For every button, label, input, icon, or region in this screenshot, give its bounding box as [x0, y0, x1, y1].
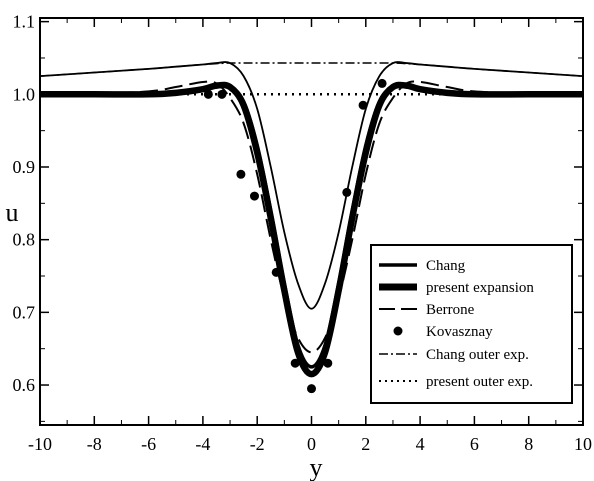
x-tick-label-9: 8 [524, 434, 533, 454]
series-line-5 [39, 62, 584, 77]
legend-marker-kovasznay [393, 326, 403, 336]
y-ticks: 0.6 0.7 0.8 0.9 1.0 1.1 [13, 12, 583, 422]
data-point-3-7 [323, 358, 333, 368]
series-line-1 [39, 81, 583, 378]
legend-label-berrone: Berrone [426, 302, 475, 318]
legend-label-chang-outer: Chang outer exp. [426, 347, 529, 363]
x-tick-label-4: -2 [250, 434, 265, 454]
legend-label-kovasznay: Kovasznay [426, 324, 493, 340]
x-tick-label-7: 4 [416, 434, 425, 454]
legend-label-chang: Chang [426, 258, 466, 274]
y-tick-label-3: 0.9 [13, 157, 36, 177]
y-tick-label-0: 0.6 [13, 375, 36, 395]
data-point-3-9 [358, 100, 368, 110]
x-tick-label-8: 6 [470, 434, 479, 454]
x-tick-label-0: -10 [28, 434, 52, 454]
legend-box [370, 244, 573, 404]
x-tick-label-5: 0 [307, 434, 316, 454]
y-tick-label-4: 1.0 [13, 84, 36, 104]
legend-label-present-expansion: present expansion [426, 280, 534, 296]
x-axis-title: y [310, 453, 323, 481]
x-tick-label-2: -6 [141, 434, 156, 454]
series-line-2 [39, 80, 584, 354]
x-tick-label-6: 2 [361, 434, 370, 454]
x-ticks: -10 -8 -6 -4 -2 0 2 4 6 8 10 [28, 18, 592, 454]
x-tick-label-10: 10 [574, 434, 592, 454]
data-point-3-2 [236, 169, 246, 179]
y-tick-label-1: 0.7 [13, 302, 36, 322]
y-tick-label-2: 0.8 [13, 230, 36, 250]
legend-label-present-outer: present outer exp. [426, 374, 533, 390]
y-tick-label-5: 1.1 [13, 12, 36, 32]
plot-lines [39, 61, 584, 378]
data-point-3-8 [342, 187, 352, 197]
data-point-3-5 [290, 358, 300, 368]
data-point-3-6 [307, 384, 316, 394]
data-point-3-4 [271, 267, 281, 277]
data-point-3-1 [217, 89, 227, 99]
legend: Chang present expansion Berrone Kovaszna… [370, 244, 573, 404]
data-point-3-3 [249, 191, 259, 201]
data-point-3-0 [203, 89, 213, 99]
x-tick-label-1: -8 [87, 434, 102, 454]
data-point-3-10 [377, 78, 387, 88]
x-tick-label-3: -4 [195, 434, 210, 454]
plot-markers [203, 78, 387, 394]
y-axis-title: u [6, 198, 19, 227]
